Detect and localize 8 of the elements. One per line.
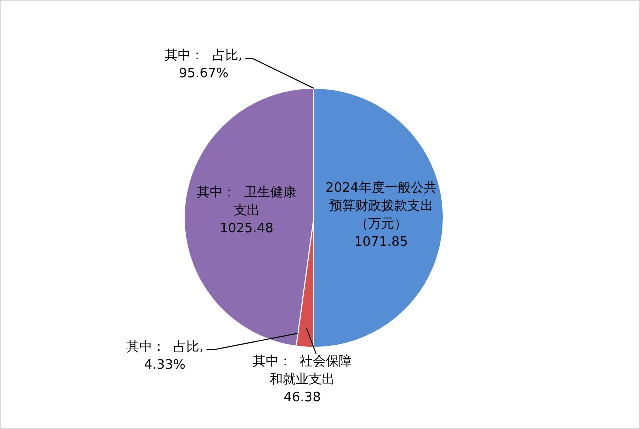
slice-label: 2024年度一般公共预算财政拨款支出（万元） [326, 180, 437, 232]
slice-label: 其中： 卫生健康支出 [197, 185, 296, 218]
text: 其中： 占比, 4.33% [126, 340, 204, 373]
data-label: 46.38 [284, 390, 322, 406]
data-label: 1071.85 [354, 234, 408, 250]
text: 其中： 占比, 95.67% [165, 48, 243, 82]
slice-label: 其中： 社会保障和就业支出 [252, 354, 352, 388]
data-label: 1025.48 [220, 221, 274, 236]
